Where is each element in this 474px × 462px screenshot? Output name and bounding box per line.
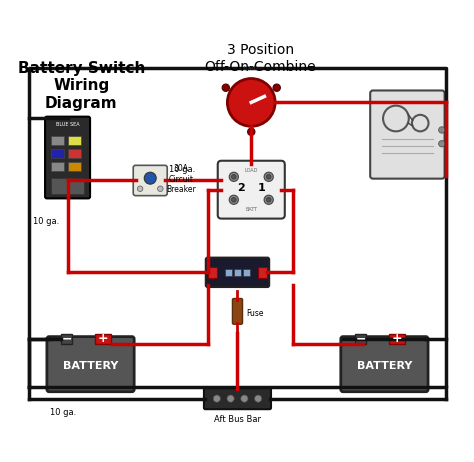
Text: BLUE SEA: BLUE SEA — [56, 122, 79, 127]
Bar — [52, 162, 64, 171]
FancyBboxPatch shape — [232, 298, 243, 324]
Circle shape — [247, 128, 255, 135]
Bar — [52, 149, 64, 158]
FancyBboxPatch shape — [341, 337, 428, 392]
Circle shape — [229, 172, 238, 182]
FancyBboxPatch shape — [206, 258, 269, 287]
Bar — [208, 267, 217, 278]
Bar — [68, 162, 82, 171]
Bar — [68, 149, 82, 158]
Text: LOAD: LOAD — [244, 66, 259, 71]
Circle shape — [438, 127, 445, 133]
Text: 10 ga.: 10 ga. — [169, 164, 195, 174]
Circle shape — [243, 94, 260, 111]
Bar — [234, 269, 241, 276]
Circle shape — [273, 84, 281, 91]
Bar — [389, 334, 405, 344]
FancyBboxPatch shape — [204, 388, 271, 409]
Text: BATTERY: BATTERY — [357, 361, 412, 371]
Text: 10 ga.: 10 ga. — [50, 408, 76, 417]
Text: +: + — [98, 333, 108, 346]
Circle shape — [222, 84, 229, 91]
Circle shape — [157, 186, 163, 192]
Circle shape — [266, 197, 271, 202]
Circle shape — [229, 195, 238, 204]
Text: −: − — [62, 333, 72, 346]
Bar — [52, 178, 83, 194]
Circle shape — [266, 175, 271, 179]
Text: +: + — [392, 333, 402, 346]
Circle shape — [231, 175, 236, 179]
Bar — [61, 334, 72, 344]
Text: BATTERY: BATTERY — [63, 361, 118, 371]
Text: 2: 2 — [237, 183, 245, 193]
Text: Aft Bus Bar: Aft Bus Bar — [214, 415, 261, 424]
Bar — [225, 269, 231, 276]
Bar — [244, 269, 250, 276]
Circle shape — [438, 140, 445, 147]
Text: 30A
Circuit
Breaker: 30A Circuit Breaker — [166, 164, 196, 194]
FancyBboxPatch shape — [218, 161, 285, 219]
Bar — [52, 136, 64, 145]
Text: Battery Switch
Wiring
Diagram: Battery Switch Wiring Diagram — [18, 61, 145, 111]
Text: 1: 1 — [257, 183, 265, 193]
Text: 3 Position
Off-On-Combine: 3 Position Off-On-Combine — [205, 43, 316, 74]
Bar — [68, 136, 82, 145]
FancyBboxPatch shape — [47, 337, 134, 392]
Circle shape — [264, 195, 273, 204]
Circle shape — [213, 395, 220, 402]
Circle shape — [227, 395, 234, 402]
Circle shape — [255, 395, 262, 402]
FancyBboxPatch shape — [133, 165, 167, 195]
Text: −: − — [356, 333, 366, 346]
Text: Fuse: Fuse — [246, 309, 264, 318]
Circle shape — [241, 395, 248, 402]
Bar — [355, 334, 366, 344]
Text: BATT: BATT — [245, 207, 257, 213]
Circle shape — [228, 79, 275, 126]
Circle shape — [231, 197, 236, 202]
FancyBboxPatch shape — [370, 91, 445, 179]
Text: LOAD: LOAD — [245, 168, 258, 173]
Bar — [258, 267, 267, 278]
Circle shape — [137, 186, 143, 192]
Bar — [95, 334, 111, 344]
FancyBboxPatch shape — [45, 116, 90, 198]
Text: 10 ga.: 10 ga. — [33, 217, 59, 226]
Circle shape — [144, 172, 156, 184]
Circle shape — [264, 172, 273, 182]
